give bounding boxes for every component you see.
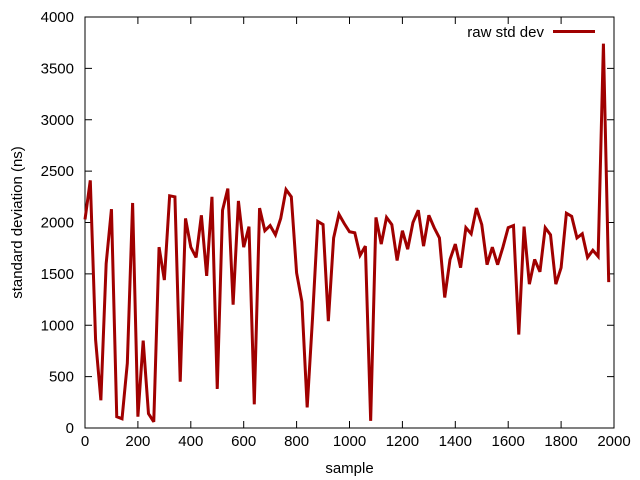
- y-tick-label: 4000: [41, 9, 74, 26]
- legend-label: raw std dev: [467, 24, 544, 41]
- x-tick-label: 200: [125, 433, 150, 450]
- y-tick-label: 500: [49, 369, 74, 386]
- x-tick-label: 1200: [386, 433, 419, 450]
- y-tick-label: 1000: [41, 317, 74, 334]
- series-line-raw-std-dev: [83, 43, 611, 423]
- y-tick-label: 3500: [41, 60, 74, 77]
- y-tick-label: 0: [66, 420, 74, 437]
- x-tick-label: 1800: [544, 433, 577, 450]
- x-tick-label: 2000: [597, 433, 630, 450]
- y-axis-title: standard deviation (ns): [9, 146, 26, 299]
- y-tick-label: 1500: [41, 266, 74, 283]
- y-tick-label: 2500: [41, 163, 74, 180]
- x-axis-title: sample: [325, 460, 373, 477]
- x-tick-label: 1400: [439, 433, 472, 450]
- x-tick-label: 400: [178, 433, 203, 450]
- plot-frame: [84, 16, 615, 429]
- y-tick-label: 2000: [41, 215, 74, 232]
- plot-border: [84, 16, 615, 429]
- legend: raw std dev: [467, 24, 595, 41]
- y-axis: 0 500 1000 1500 2000 2500 3000 3500 4000: [41, 9, 614, 437]
- y-tick-label: 3000: [41, 112, 74, 129]
- x-tick-label: 1600: [492, 433, 525, 450]
- x-tick-label: 1000: [333, 433, 366, 450]
- x-tick-label: 600: [231, 433, 256, 450]
- series-layer: [83, 43, 611, 423]
- x-axis: 0 200 400 600 800 1000 1200 1400 1600 1800 2000: [81, 17, 631, 450]
- x-tick-label: 0: [81, 433, 89, 450]
- x-tick-label: 800: [284, 433, 309, 450]
